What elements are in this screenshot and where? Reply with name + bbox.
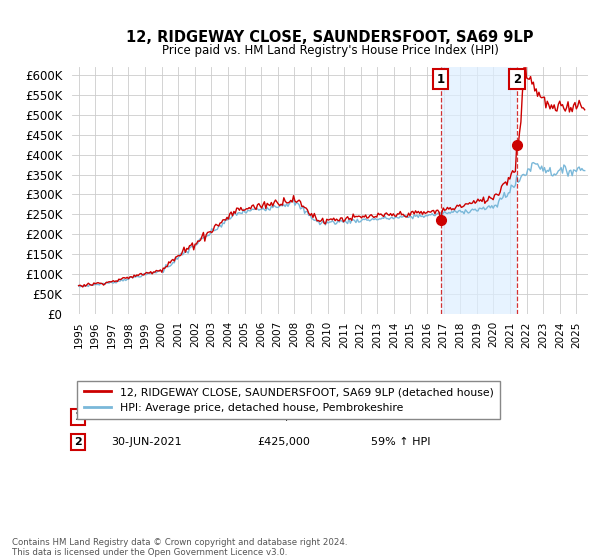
Legend: 12, RIDGEWAY CLOSE, SAUNDERSFOOT, SA69 9LP (detached house), HPI: Average price,: 12, RIDGEWAY CLOSE, SAUNDERSFOOT, SA69 9… <box>77 381 500 419</box>
Bar <box>441 67 517 314</box>
Text: 11-NOV-2016: 11-NOV-2016 <box>110 412 185 422</box>
Text: 6% ↑ HPI: 6% ↑ HPI <box>371 412 424 422</box>
Text: 1: 1 <box>437 73 445 86</box>
Text: 2: 2 <box>74 437 82 447</box>
Text: 2: 2 <box>513 73 521 86</box>
Text: Price paid vs. HM Land Registry's House Price Index (HPI): Price paid vs. HM Land Registry's House … <box>161 44 499 57</box>
Text: £235,000: £235,000 <box>258 412 311 422</box>
Title: 12, RIDGEWAY CLOSE, SAUNDERSFOOT, SA69 9LP: 12, RIDGEWAY CLOSE, SAUNDERSFOOT, SA69 9… <box>126 30 534 45</box>
Text: Contains HM Land Registry data © Crown copyright and database right 2024.
This d: Contains HM Land Registry data © Crown c… <box>12 538 347 557</box>
Text: 59% ↑ HPI: 59% ↑ HPI <box>371 437 431 447</box>
Text: 30-JUN-2021: 30-JUN-2021 <box>110 437 181 447</box>
Text: 1: 1 <box>74 412 82 422</box>
Text: £425,000: £425,000 <box>258 437 311 447</box>
